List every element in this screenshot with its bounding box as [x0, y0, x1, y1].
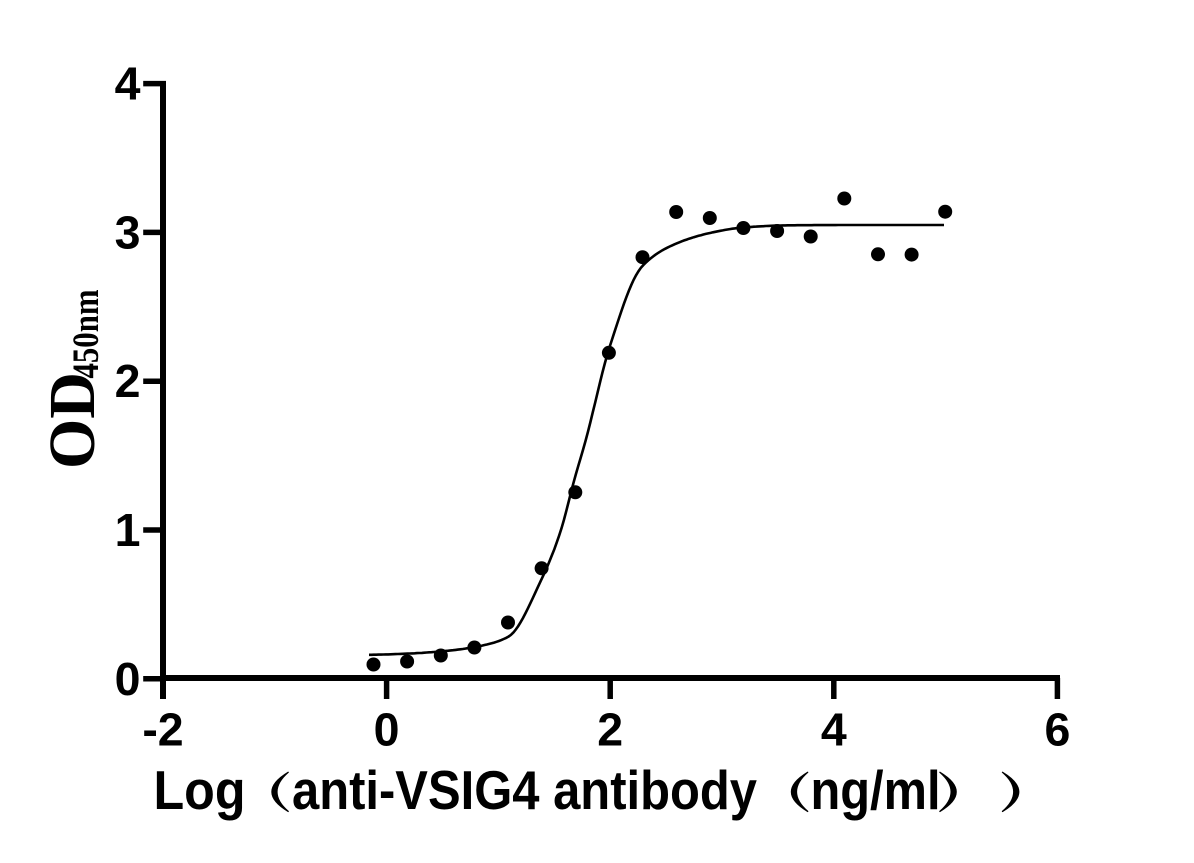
svg-text:3: 3: [115, 206, 141, 258]
svg-text:6: 6: [1044, 704, 1070, 756]
svg-text:OD: OD: [36, 372, 109, 469]
svg-text:0: 0: [374, 704, 400, 756]
svg-text:anti-VSIG4 antibody: anti-VSIG4 antibody: [292, 759, 757, 821]
svg-text:4: 4: [821, 704, 847, 756]
svg-text:4: 4: [115, 58, 141, 110]
svg-text:2: 2: [115, 355, 141, 407]
svg-text:450nm: 450nm: [66, 289, 107, 378]
svg-text:1: 1: [115, 504, 141, 556]
svg-text:-2: -2: [142, 704, 183, 756]
svg-text:0: 0: [115, 653, 141, 705]
svg-text:Log: Log: [154, 759, 246, 821]
svg-text:ng/ml: ng/ml: [811, 759, 941, 821]
svg-text:2: 2: [597, 704, 623, 756]
